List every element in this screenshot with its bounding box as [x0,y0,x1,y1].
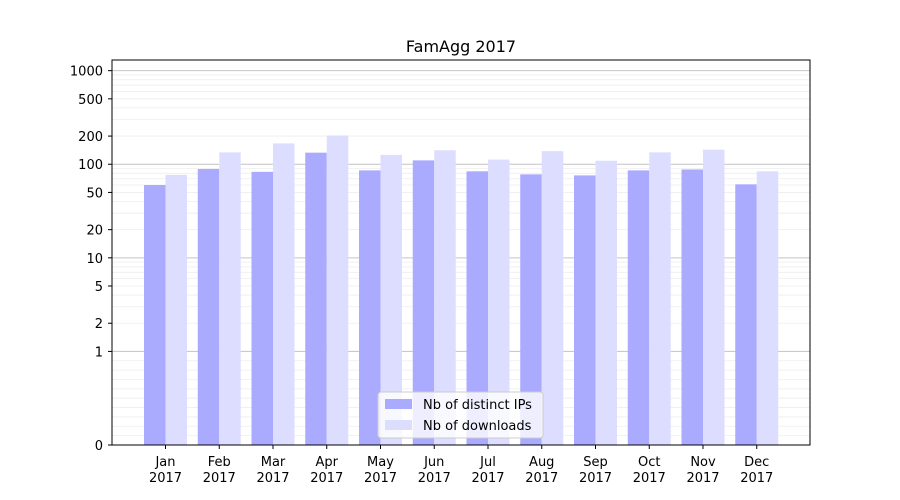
bar [434,150,456,445]
y-tick-label: 200 [78,130,103,145]
bar [219,152,241,445]
legend-label: Nb of distinct IPs [423,398,532,413]
bar [466,171,488,445]
x-tick-label: Jan 2017 [149,455,182,486]
bar [359,170,381,445]
legend-swatch [385,399,412,409]
x-tick-label: Nov 2017 [686,455,719,486]
bar [627,170,650,445]
bars-layer [144,135,779,446]
bar [412,160,435,445]
x-tick-label: Jul 2017 [471,455,504,486]
plot-frame [111,59,811,446]
y-tick-label: 1000 [70,65,103,80]
legend-box [377,391,544,439]
bar [273,143,295,446]
y-tick-label: 5 [95,280,103,295]
bar [574,175,596,445]
bar [520,174,542,445]
y-tick-label: 50 [86,186,103,201]
y-tick-label: 1 [95,345,103,360]
y-tick-label: 10 [86,252,103,267]
x-tick-label: Oct 2017 [633,455,666,486]
axes-layer: 0 1 2 5 10 20 50 100 200 500 1000 Jan 2017 Feb 2017 Mar… [70,59,811,486]
bar [595,160,617,446]
y-tick-label: 500 [78,93,103,108]
bar [681,169,703,446]
x-tick-label: May 2017 [364,455,397,486]
bar [380,154,402,445]
bar [326,135,349,445]
legend-swatch [385,420,412,430]
bar [703,149,725,445]
bar [541,151,564,446]
bar [305,152,327,445]
bar [165,174,187,445]
x-tick-label: Aug 2017 [525,455,558,486]
bar [488,159,510,445]
bar [251,171,273,445]
bar [197,168,220,445]
bar [756,171,779,445]
y-tick-label: 20 [86,224,103,239]
legend: Nb of distinct IPs Nb of downloads [377,391,544,439]
x-tick-label: Apr 2017 [310,455,343,486]
y-tick-label: 0 [95,439,103,454]
x-tick-label: Sep 2017 [579,455,612,486]
x-tick-label: Feb 2017 [203,455,236,486]
y-tick-label: 100 [78,158,103,173]
x-tick-label: Dec 2017 [740,455,773,486]
bar [144,185,166,445]
chart-title: FamAgg 2017 [406,37,516,56]
legend-label: Nb of downloads [423,419,532,434]
bar [649,152,671,445]
bar [735,184,757,445]
x-tick-label: Jun 2017 [418,455,451,486]
y-tick-label: 2 [95,317,103,332]
x-tick-label: Mar 2017 [256,455,289,486]
